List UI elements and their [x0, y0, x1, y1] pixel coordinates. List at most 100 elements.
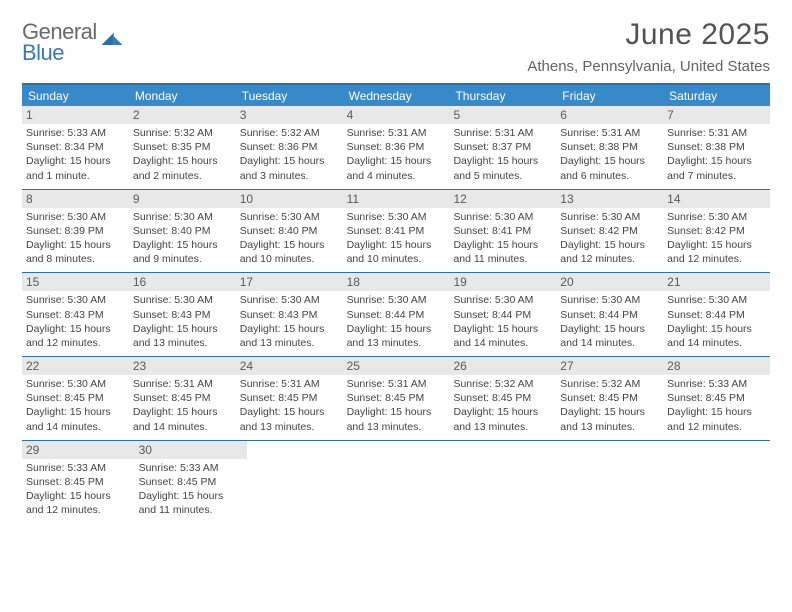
day-number: 7 [663, 106, 770, 124]
weekday-header: Saturday [663, 85, 770, 106]
day-number: 6 [556, 106, 663, 124]
sunrise-line: Sunrise: 5:33 AM [139, 461, 244, 475]
sunset-line: Sunset: 8:38 PM [560, 140, 659, 154]
daylight-line: Daylight: 15 hours and 12 minutes. [560, 238, 659, 266]
sunset-line: Sunset: 8:45 PM [133, 391, 232, 405]
day-cell: 25Sunrise: 5:31 AMSunset: 8:45 PMDayligh… [343, 357, 450, 440]
day-cell: 3 Sunrise: 5:32 AMSunset: 8:36 PMDaylight… [236, 106, 343, 189]
page-title: June 2025 [527, 18, 770, 52]
location-label: Athens, Pennsylvania, United States [527, 58, 770, 75]
week-row: 29Sunrise: 5:33 AMSunset: 8:45 PMDayligh… [22, 441, 770, 524]
day-number: 27 [556, 357, 663, 375]
daylight-line: Daylight: 15 hours and 12 minutes. [667, 405, 766, 433]
day-number: 20 [556, 273, 663, 291]
triangle-icon [101, 31, 123, 45]
daylight-line: Daylight: 15 hours and 10 minutes. [347, 238, 446, 266]
day-number: 3 [236, 106, 343, 124]
daylight-line: Daylight: 15 hours and 13 minutes. [240, 405, 339, 433]
empty-day-cell [456, 441, 561, 524]
daylight-line: Daylight: 15 hours and 10 minutes. [240, 238, 339, 266]
sunset-line: Sunset: 8:38 PM [667, 140, 766, 154]
sunrise-line: Sunrise: 5:31 AM [560, 126, 659, 140]
daylight-line: Daylight: 15 hours and 13 minutes. [133, 322, 232, 350]
sunset-line: Sunset: 8:45 PM [347, 391, 446, 405]
sunset-line: Sunset: 8:34 PM [26, 140, 125, 154]
sunset-line: Sunset: 8:37 PM [453, 140, 552, 154]
sunrise-line: Sunrise: 5:30 AM [240, 210, 339, 224]
day-cell: 24Sunrise: 5:31 AMSunset: 8:45 PMDayligh… [236, 357, 343, 440]
empty-day-cell [561, 441, 666, 524]
day-number: 5 [449, 106, 556, 124]
weekday-header: Sunday [22, 85, 129, 106]
sunset-line: Sunset: 8:39 PM [26, 224, 125, 238]
day-cell: 12Sunrise: 5:30 AMSunset: 8:41 PMDayligh… [449, 190, 556, 273]
sunrise-line: Sunrise: 5:31 AM [240, 377, 339, 391]
day-number: 1 [22, 106, 129, 124]
daylight-line: Daylight: 15 hours and 3 minutes. [240, 154, 339, 182]
brand-line2: Blue [22, 40, 64, 65]
day-number: 29 [22, 441, 135, 459]
day-cell: 15Sunrise: 5:30 AMSunset: 8:43 PMDayligh… [22, 273, 129, 356]
daylight-line: Daylight: 15 hours and 14 minutes. [453, 322, 552, 350]
day-cell: 27Sunrise: 5:32 AMSunset: 8:45 PMDayligh… [556, 357, 663, 440]
weekday-header: Friday [556, 85, 663, 106]
weekday-header-row: SundayMondayTuesdayWednesdayThursdayFrid… [22, 85, 770, 106]
calendar-grid: SundayMondayTuesdayWednesdayThursdayFrid… [22, 83, 770, 523]
empty-day-cell [665, 441, 770, 524]
sunrise-line: Sunrise: 5:32 AM [453, 377, 552, 391]
day-cell: 22 Sunrise: 5:30 AMSunset: 8:45 PMDayligh… [22, 357, 129, 440]
day-number: 11 [343, 190, 450, 208]
day-number: 9 [129, 190, 236, 208]
daylight-line: Daylight: 15 hours and 9 minutes. [133, 238, 232, 266]
daylight-line: Daylight: 15 hours and 7 minutes. [667, 154, 766, 182]
day-cell: 26Sunrise: 5:32 AMSunset: 8:45 PMDayligh… [449, 357, 556, 440]
sunset-line: Sunset: 8:36 PM [347, 140, 446, 154]
day-cell: 6Sunrise: 5:31 AMSunset: 8:38 PMDaylight… [556, 106, 663, 189]
sunrise-line: Sunrise: 5:30 AM [133, 293, 232, 307]
daylight-line: Daylight: 15 hours and 14 minutes. [560, 322, 659, 350]
day-cell: 17Sunrise: 5:30 AMSunset: 8:43 PMDayligh… [236, 273, 343, 356]
day-number: 28 [663, 357, 770, 375]
sunrise-line: Sunrise: 5:30 AM [133, 210, 232, 224]
sunrise-line: Sunrise: 5:33 AM [26, 461, 131, 475]
day-number: 14 [663, 190, 770, 208]
daylight-line: Daylight: 15 hours and 14 minutes. [133, 405, 232, 433]
sunset-line: Sunset: 8:45 PM [139, 475, 244, 489]
day-cell: 16Sunrise: 5:30 AMSunset: 8:43 PMDayligh… [129, 273, 236, 356]
day-cell: 18Sunrise: 5:30 AMSunset: 8:44 PMDayligh… [343, 273, 450, 356]
week-row: 1Sunrise: 5:33 AMSunset: 8:34 PMDaylight… [22, 106, 770, 190]
sunrise-line: Sunrise: 5:31 AM [667, 126, 766, 140]
sunset-line: Sunset: 8:41 PM [453, 224, 552, 238]
daylight-line: Daylight: 15 hours and 14 minutes. [26, 405, 125, 433]
sunrise-line: Sunrise: 5:30 AM [240, 293, 339, 307]
day-number: 8 [22, 190, 129, 208]
sunrise-line: Sunrise: 5:32 AM [240, 126, 339, 140]
daylight-line: Daylight: 15 hours and 1 minute. [26, 154, 125, 182]
sunset-line: Sunset: 8:45 PM [26, 391, 125, 405]
day-cell: 29Sunrise: 5:33 AMSunset: 8:45 PMDayligh… [22, 441, 135, 524]
brand-name: General Blue [22, 22, 97, 64]
day-number: 10 [236, 190, 343, 208]
day-number: 13 [556, 190, 663, 208]
day-number: 17 [236, 273, 343, 291]
sunset-line: Sunset: 8:44 PM [667, 308, 766, 322]
day-number: 30 [135, 441, 248, 459]
brand-logo: General Blue [22, 22, 123, 64]
day-number: 22 [22, 357, 129, 375]
sunrise-line: Sunrise: 5:30 AM [26, 293, 125, 307]
day-cell: 28Sunrise: 5:33 AMSunset: 8:45 PMDayligh… [663, 357, 770, 440]
weekday-header: Tuesday [236, 85, 343, 106]
sunrise-line: Sunrise: 5:33 AM [26, 126, 125, 140]
sunrise-line: Sunrise: 5:30 AM [667, 210, 766, 224]
day-cell: 1 Sunrise: 5:33 AMSunset: 8:34 PMDaylight… [22, 106, 129, 189]
sunset-line: Sunset: 8:36 PM [240, 140, 339, 154]
day-cell: 23Sunrise: 5:31 AMSunset: 8:45 PMDayligh… [129, 357, 236, 440]
sunset-line: Sunset: 8:43 PM [26, 308, 125, 322]
day-cell: 21Sunrise: 5:30 AMSunset: 8:44 PMDayligh… [663, 273, 770, 356]
sunrise-line: Sunrise: 5:30 AM [453, 210, 552, 224]
day-number: 24 [236, 357, 343, 375]
sunset-line: Sunset: 8:44 PM [560, 308, 659, 322]
sunrise-line: Sunrise: 5:30 AM [26, 377, 125, 391]
sunrise-line: Sunrise: 5:30 AM [347, 293, 446, 307]
sunset-line: Sunset: 8:43 PM [133, 308, 232, 322]
